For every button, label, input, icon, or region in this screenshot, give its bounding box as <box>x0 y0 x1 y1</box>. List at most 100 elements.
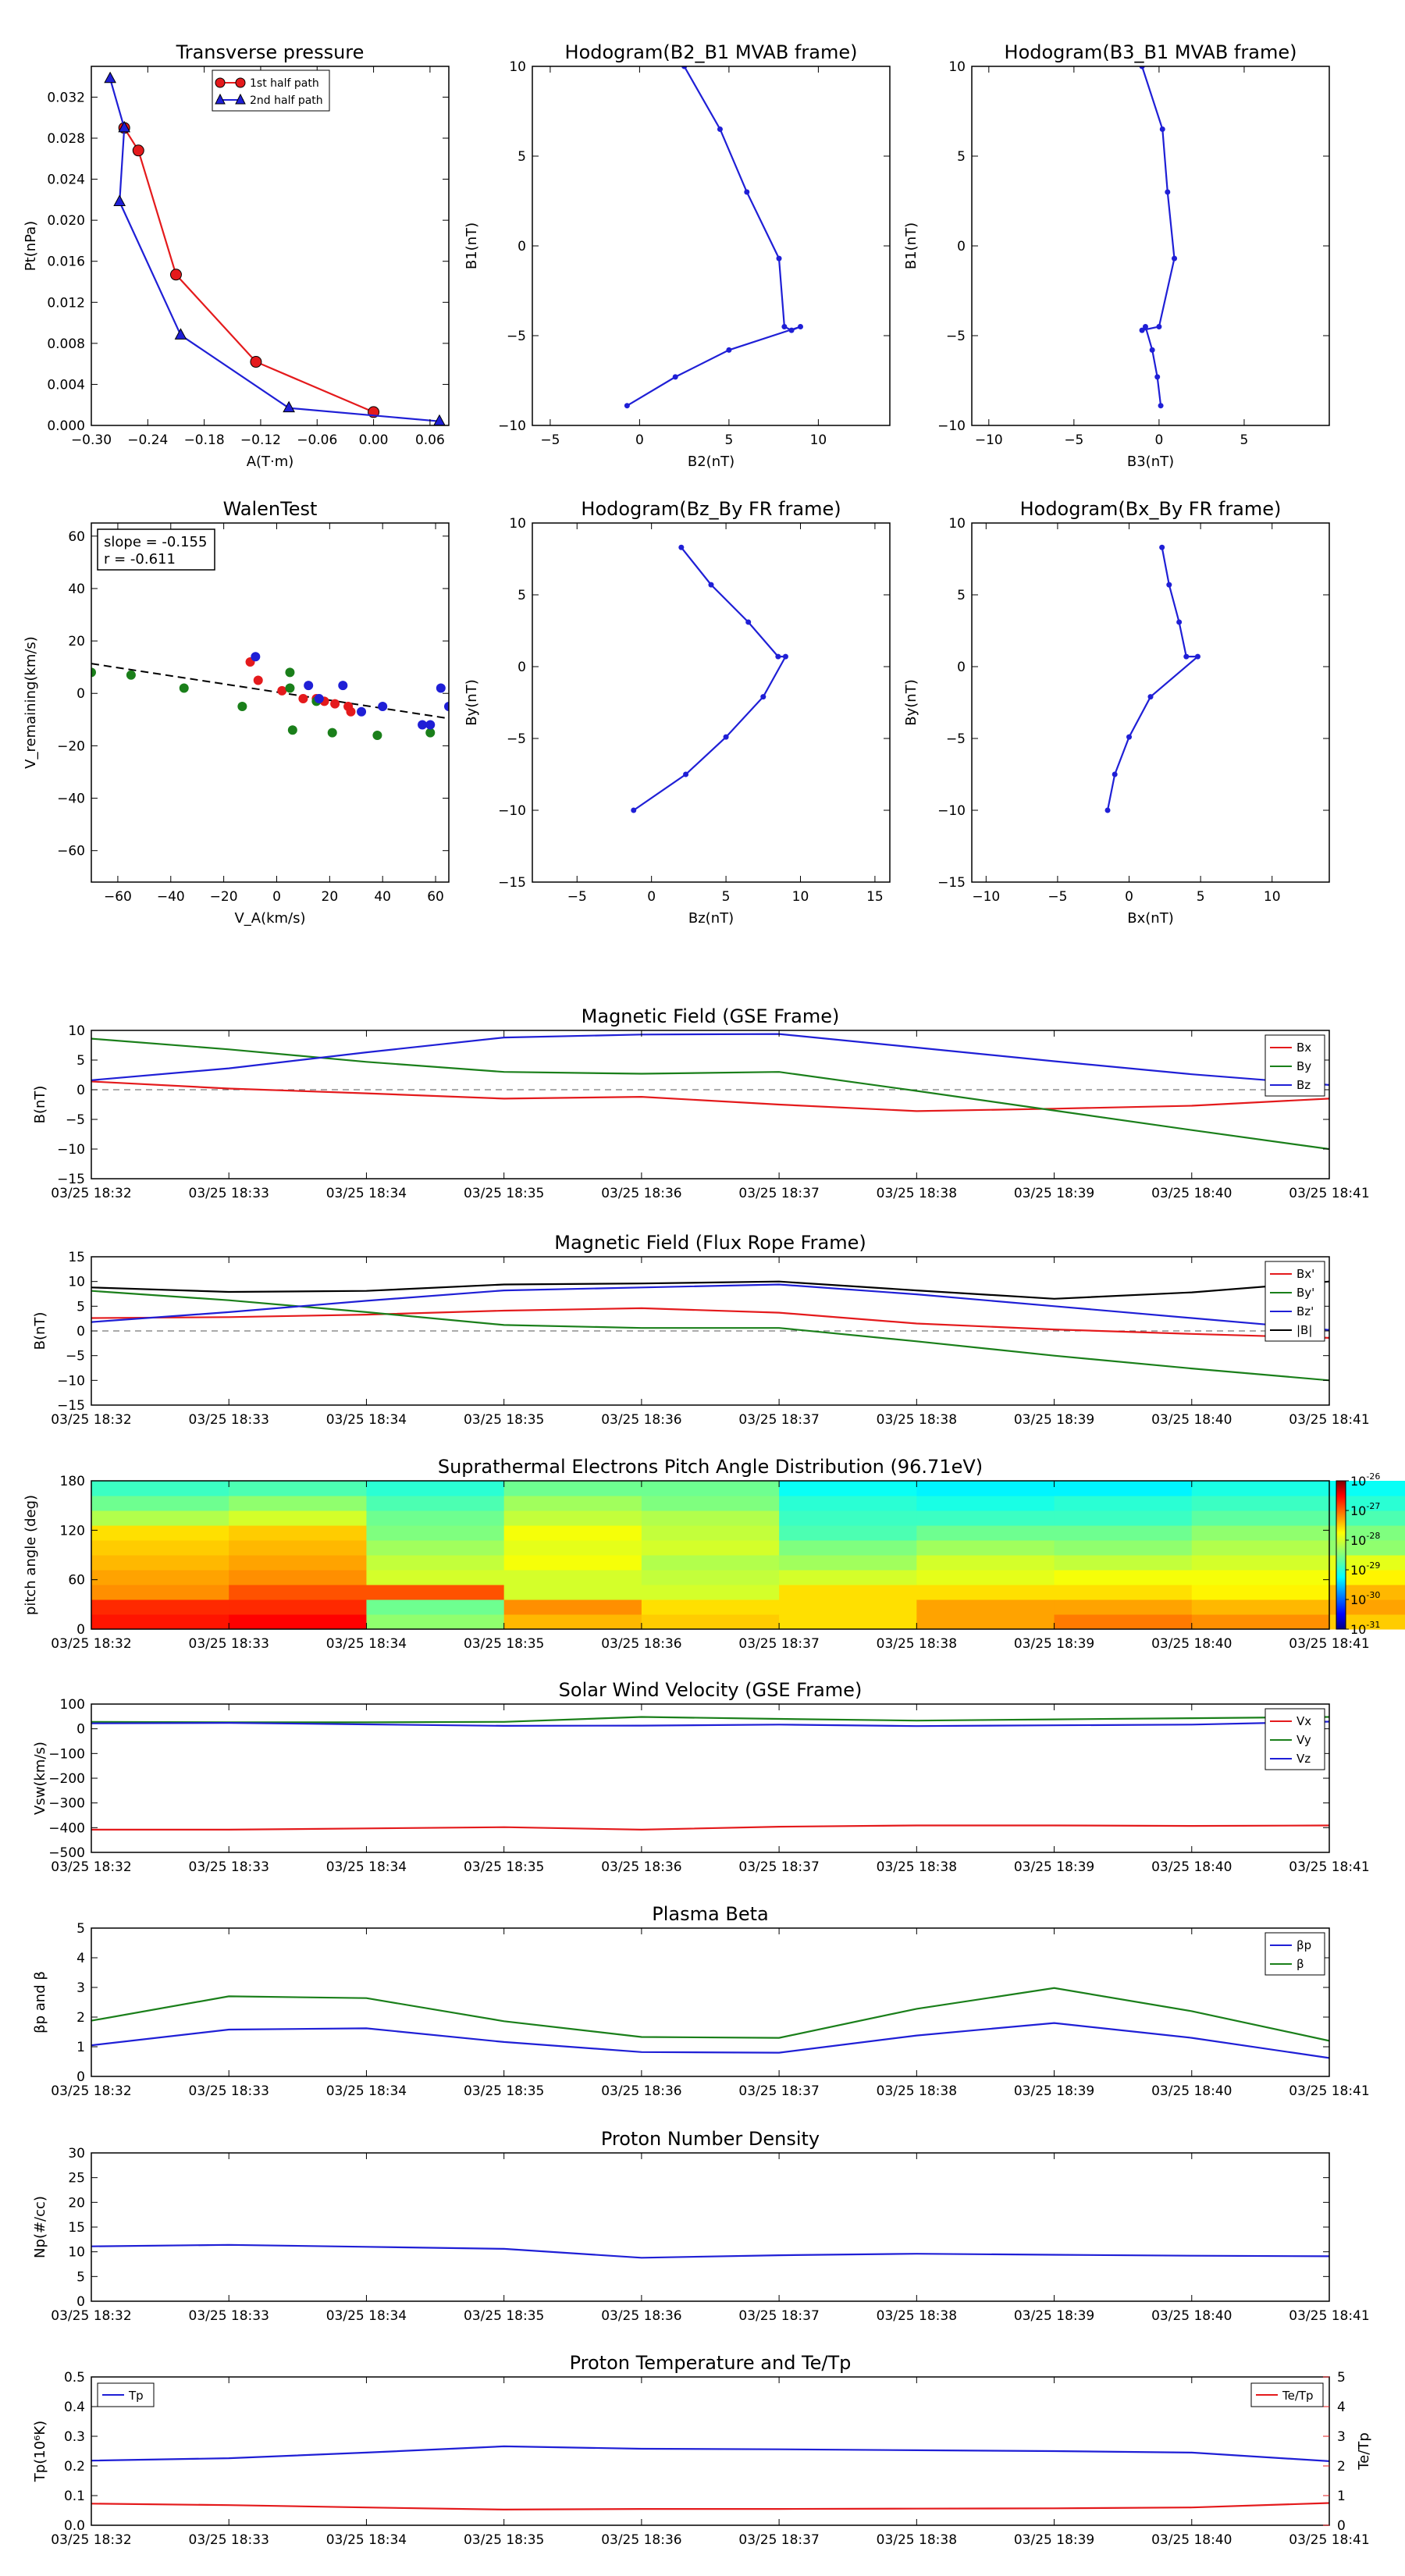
y-tick-label: 2 <box>76 2010 85 2026</box>
x-tick-label: 03/25 18:41 <box>1289 2308 1369 2324</box>
y-axis-label: By(nT) <box>464 679 480 725</box>
x-tick-label: 03/25 18:34 <box>326 1636 407 1652</box>
heatmap-cell <box>1329 1496 1405 1511</box>
heatmap-cell <box>641 1540 780 1556</box>
x-tick-label: 03/25 18:33 <box>189 2308 269 2324</box>
scatter-point <box>237 702 247 712</box>
hodogram-bz-by-data <box>631 544 788 813</box>
x-tick-label: −20 <box>210 889 238 905</box>
heatmap-cell <box>641 1481 780 1496</box>
hodogram-bx-by-data <box>1104 544 1200 813</box>
heatmap-cell <box>779 1525 917 1541</box>
scatter-point <box>346 706 356 717</box>
x-tick-label: 03/25 18:40 <box>1151 1859 1232 1875</box>
hodogram-b2-b1-frame <box>532 66 891 426</box>
scatter-point <box>298 693 308 703</box>
series-line <box>1139 66 1176 406</box>
colorbar-base: 10 <box>1350 1592 1366 1607</box>
heatmap-cell <box>1329 1555 1405 1571</box>
colorbar-base: 10 <box>1350 1474 1366 1489</box>
data-point <box>250 356 262 368</box>
sw-vel-frame <box>91 1703 1330 1853</box>
mag-fr-title: Magnetic Field (Flux Rope Frame) <box>554 1232 866 1254</box>
y-axis-label: βp and β <box>32 1971 48 2033</box>
x-tick-label: 0 <box>647 889 656 905</box>
heatmap-cell <box>1054 1555 1193 1571</box>
heatmap-cell <box>229 1540 367 1556</box>
heatmap-cell <box>1054 1510 1193 1526</box>
colorbar-exponent: -27 <box>1366 1501 1380 1511</box>
x-tick-label: 03/25 18:39 <box>1014 1859 1094 1875</box>
heatmap-cell <box>503 1585 642 1600</box>
x-tick-label: 03/25 18:34 <box>326 1412 407 1428</box>
colorbar-tick-label: 10-31 <box>1350 1620 1380 1637</box>
data-point <box>683 771 689 777</box>
x-tick-label: −0.06 <box>297 432 337 448</box>
y-tick-label: 20 <box>68 634 85 649</box>
y-axis-label: Pt(nPa) <box>23 221 39 271</box>
x-tick-label: 03/25 18:37 <box>738 2532 819 2548</box>
series-line <box>626 66 801 407</box>
x-tick-label: −5 <box>540 432 560 448</box>
legend <box>1264 1932 1325 1976</box>
x-tick-label: 03/25 18:37 <box>738 1412 819 1428</box>
heatmap-cell <box>1329 1599 1405 1615</box>
mag-gse-chart: Magnetic Field (GSE Frame) 03/25 18:32 03/… <box>32 1005 1370 1201</box>
data-point <box>118 120 131 133</box>
y-tick-label: −10 <box>57 1373 85 1389</box>
data-point <box>782 653 788 660</box>
x-tick-label: 03/25 18:41 <box>1289 1636 1369 1652</box>
colorbar-base: 10 <box>1350 1563 1366 1578</box>
heatmap-cell <box>1191 1614 1330 1630</box>
y-axis-label: V_remaining(km/s) <box>23 636 39 769</box>
x-tick-label: −5 <box>1048 889 1067 905</box>
mag-gse-frame <box>91 1030 1330 1179</box>
x-tick-label: 03/25 18:33 <box>189 2532 269 2548</box>
legend-label: Vx <box>1297 1714 1311 1728</box>
y-axis-label: Tp(10⁶K) <box>32 2421 48 2482</box>
y-tick-label: 40 <box>68 582 85 597</box>
x-tick-label: 03/25 18:35 <box>464 1412 544 1428</box>
heatmap-cell <box>641 1570 780 1585</box>
scatter-point <box>285 683 295 693</box>
y2-axis-label: Te/Tp <box>1356 2432 1372 2471</box>
y-tick-label: 5 <box>957 149 966 165</box>
x-tick-label: 03/25 18:33 <box>189 1412 269 1428</box>
x-tick-label: 03/25 18:34 <box>326 2532 407 2548</box>
data-point <box>744 189 750 195</box>
series-Bz'-line <box>91 1283 1329 1331</box>
x-axis-label: B2(nT) <box>688 454 735 470</box>
transverse-pressure-title: Transverse pressure <box>176 41 365 63</box>
data-point <box>132 144 144 157</box>
series-2nd half path-line <box>109 78 439 422</box>
x-tick-label: 03/25 18:36 <box>601 2308 681 2324</box>
x-tick-label: 03/25 18:33 <box>189 1859 269 1875</box>
y-tick-label: −300 <box>48 1796 85 1812</box>
x-tick-label: 03/25 18:39 <box>1014 2532 1094 2548</box>
scatter-point <box>338 681 348 691</box>
x-tick-label: 03/25 18:36 <box>601 1636 681 1652</box>
y-tick-label: −500 <box>48 1845 85 1861</box>
heatmap-cell <box>916 1510 1055 1526</box>
y-tick-label: −5 <box>66 1349 85 1364</box>
heatmap-cell <box>366 1481 505 1496</box>
series-Te/Tp-line <box>91 2502 1329 2511</box>
y-tick-label: 0 <box>518 239 526 254</box>
x-tick-label: 03/25 18:35 <box>464 2083 544 2099</box>
legend-marker <box>235 77 246 88</box>
heatmap-cell <box>641 1585 780 1600</box>
y-tick-label: 0.000 <box>47 418 85 434</box>
y-tick-label: −5 <box>507 329 526 344</box>
data-point <box>723 734 729 740</box>
y-tick-label: −20 <box>57 738 85 754</box>
y-tick-label: −10 <box>498 418 526 434</box>
legend-label: 1st half path <box>250 77 319 90</box>
x-tick-label: 5 <box>722 889 731 905</box>
data-point <box>1165 189 1171 195</box>
heatmap-cell <box>1329 1525 1405 1541</box>
x-axis-label: Bz(nT) <box>688 910 734 927</box>
heatmap-cell <box>366 1510 505 1526</box>
legend-label: Vy <box>1297 1733 1311 1747</box>
y-tick-label: 20 <box>68 2195 85 2211</box>
heatmap-cell <box>1191 1540 1330 1556</box>
